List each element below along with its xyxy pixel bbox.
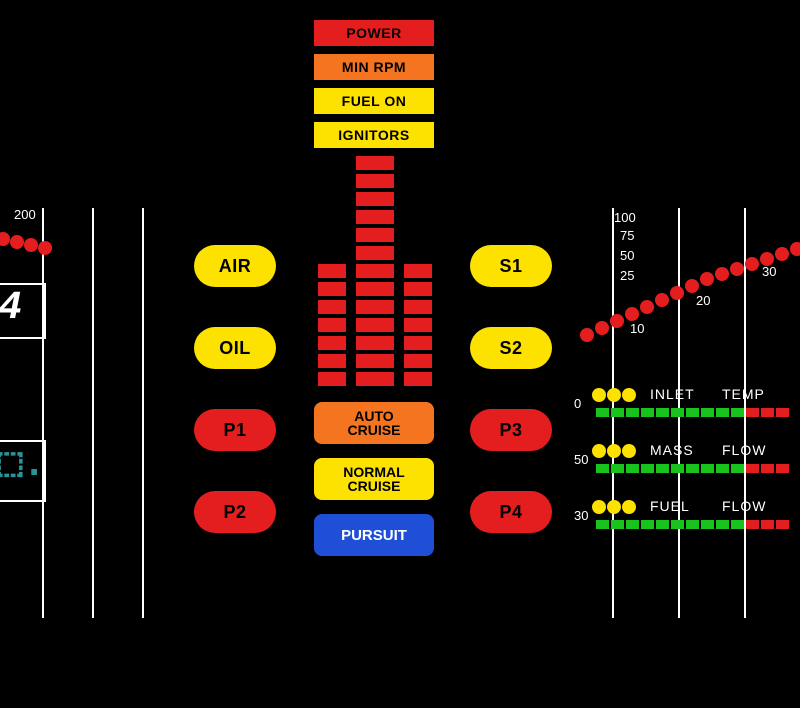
right-curve-dot bbox=[715, 267, 729, 281]
gauge-bar-mass bbox=[596, 464, 789, 473]
gauge-label-fuel: FUEL bbox=[650, 498, 690, 514]
voice-seg bbox=[318, 282, 346, 296]
right-tick-25: 25 bbox=[620, 268, 634, 283]
status-power[interactable]: POWER bbox=[314, 20, 434, 46]
mode-pursuit[interactable]: PURSUIT bbox=[314, 514, 434, 556]
voice-seg bbox=[318, 318, 346, 332]
right-curve-dot bbox=[670, 286, 684, 300]
voice-seg bbox=[356, 156, 394, 170]
voice-seg bbox=[404, 318, 432, 332]
voice-seg bbox=[318, 354, 346, 368]
gauge-indicator-dot bbox=[607, 444, 621, 458]
gauge-indicator-dot bbox=[622, 444, 636, 458]
gauge-indicator-dot bbox=[622, 500, 636, 514]
left-curve-dot bbox=[10, 235, 24, 249]
right-curve-dot bbox=[775, 247, 789, 261]
right-tick-100: 100 bbox=[614, 210, 636, 225]
gauge-label-temp: TEMP bbox=[722, 386, 765, 402]
pill-p3[interactable]: P3 bbox=[470, 409, 552, 451]
right-tick-50: 50 bbox=[620, 248, 634, 263]
right-curve-dot bbox=[625, 307, 639, 321]
right-axis-20: 20 bbox=[696, 293, 710, 308]
gauge-label-flow: FLOW bbox=[722, 498, 766, 514]
voice-seg bbox=[318, 336, 346, 350]
right-curve-dot bbox=[700, 272, 714, 286]
right-curve-dot bbox=[655, 293, 669, 307]
right-curve-dot bbox=[610, 314, 624, 328]
voice-seg bbox=[356, 318, 394, 332]
voice-seg bbox=[318, 300, 346, 314]
right-curve-dot bbox=[730, 262, 744, 276]
gauge-label-inlet: INLET bbox=[650, 386, 695, 402]
right-curve-dot bbox=[580, 328, 594, 342]
voice-seg bbox=[356, 246, 394, 260]
voice-seg bbox=[356, 282, 394, 296]
left-curve-dot bbox=[0, 232, 10, 246]
speed-display: 4 bbox=[0, 283, 46, 339]
voice-seg bbox=[404, 372, 432, 386]
aux-display: ⬚. bbox=[0, 440, 46, 502]
gauge-indicator-dot bbox=[592, 388, 606, 402]
gauge-label-mass: MASS bbox=[650, 442, 694, 458]
gauge-indicator-dot bbox=[607, 500, 621, 514]
gauge-bar-fuel bbox=[596, 520, 789, 529]
voice-seg bbox=[356, 372, 394, 386]
status-fuel-on[interactable]: FUEL ON bbox=[314, 88, 434, 114]
gauge-bar-inlet bbox=[596, 408, 789, 417]
left-scale-200: 200 bbox=[14, 207, 36, 222]
voice-seg bbox=[356, 228, 394, 242]
voice-seg bbox=[356, 354, 394, 368]
status-min-rpm[interactable]: MIN RPM bbox=[314, 54, 434, 80]
mode-normal[interactable]: NORMALCRUISE bbox=[314, 458, 434, 500]
right-curve-dot bbox=[640, 300, 654, 314]
left-curve-dot bbox=[38, 241, 52, 255]
right-curve-dot bbox=[745, 257, 759, 271]
gauge-value: 0 bbox=[574, 396, 581, 411]
gauge-indicator-dot bbox=[622, 388, 636, 402]
right-axis-10: 10 bbox=[630, 321, 644, 336]
voice-seg bbox=[356, 264, 394, 278]
voice-seg bbox=[356, 210, 394, 224]
voice-seg bbox=[356, 174, 394, 188]
gauge-indicator-dot bbox=[592, 500, 606, 514]
voice-seg bbox=[318, 264, 346, 278]
voice-seg bbox=[404, 282, 432, 296]
pill-p4[interactable]: P4 bbox=[470, 491, 552, 533]
pill-p1[interactable]: P1 bbox=[194, 409, 276, 451]
pill-s2[interactable]: S2 bbox=[470, 327, 552, 369]
gauge-indicator-dot bbox=[592, 444, 606, 458]
speed-digit: 4 bbox=[0, 289, 38, 329]
left-grid-line-1 bbox=[42, 208, 44, 618]
aux-glyph: ⬚. bbox=[0, 446, 38, 486]
gauge-indicator-dot bbox=[607, 388, 621, 402]
right-curve-dot bbox=[760, 252, 774, 266]
left-grid-line-3 bbox=[142, 208, 144, 618]
status-ignitors[interactable]: IGNITORS bbox=[314, 122, 434, 148]
right-curve-dot bbox=[790, 242, 800, 256]
mode-auto[interactable]: AUTOCRUISE bbox=[314, 402, 434, 444]
voice-seg bbox=[404, 300, 432, 314]
gauge-label-flow: FLOW bbox=[722, 442, 766, 458]
right-curve-dot bbox=[685, 279, 699, 293]
gauge-value: 30 bbox=[574, 508, 588, 523]
right-tick-75: 75 bbox=[620, 228, 634, 243]
voice-seg bbox=[356, 192, 394, 206]
gauge-value: 50 bbox=[574, 452, 588, 467]
voice-seg bbox=[318, 372, 346, 386]
pill-s1[interactable]: S1 bbox=[470, 245, 552, 287]
voice-seg bbox=[356, 300, 394, 314]
pill-oil[interactable]: OIL bbox=[194, 327, 276, 369]
pill-air[interactable]: AIR bbox=[194, 245, 276, 287]
voice-seg bbox=[404, 354, 432, 368]
right-curve-dot bbox=[595, 321, 609, 335]
right-axis-30: 30 bbox=[762, 264, 776, 279]
voice-seg bbox=[356, 336, 394, 350]
pill-p2[interactable]: P2 bbox=[194, 491, 276, 533]
left-grid-line-2 bbox=[92, 208, 94, 618]
voice-seg bbox=[404, 264, 432, 278]
left-curve-dot bbox=[24, 238, 38, 252]
voice-seg bbox=[404, 336, 432, 350]
